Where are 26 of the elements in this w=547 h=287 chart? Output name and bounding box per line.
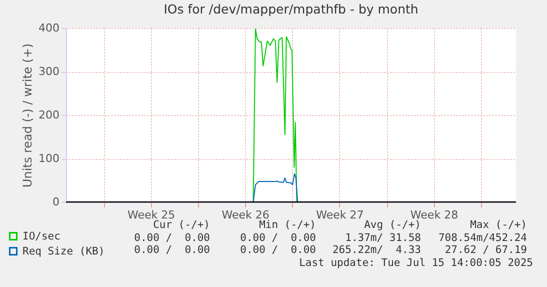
text: Min (-/+) [259,219,316,231]
text: 0.00 / 0.00 [240,232,316,244]
text: Max (-/+) [470,219,527,231]
y-tick-label: 300 [38,65,60,78]
text: Avg (-/+) [364,219,421,231]
text: 0.00 / 0.00 [240,244,316,256]
x-tick-label: Week 27 [316,208,364,222]
y-tick-label: 400 [38,22,60,34]
text: 0.00 / 0.00 [134,244,210,256]
text: Cur (-/+) [153,219,210,231]
y-tick-label: 0 [52,196,60,208]
text: 0.00 / 0.00 [134,232,210,244]
text: 265.22m/ 4.33 [332,244,421,256]
x-tick-label: Week 25 [127,208,176,222]
text: 27.62 / 67.19 [444,244,527,256]
legend-label: Req Size (KB) [22,245,105,258]
y-axis-title: Units read (-) / write (+) [20,43,35,188]
y-tick-label: 100 [38,152,60,165]
chart-title: IOs for /dev/mapper/mpathfb - by month [164,2,418,16]
text: 1.37m/ 31.58 [345,232,421,244]
text: 708.54m/452.24 [438,232,527,244]
y-tick-label: 200 [38,108,60,122]
x-tick-label: Week 26 [222,208,270,222]
text: Last update: Tue Jul 15 14:00:05 2025 [299,256,533,268]
legend-label: IO/sec [22,230,60,242]
x-tick-label: Week 28 [410,208,458,222]
